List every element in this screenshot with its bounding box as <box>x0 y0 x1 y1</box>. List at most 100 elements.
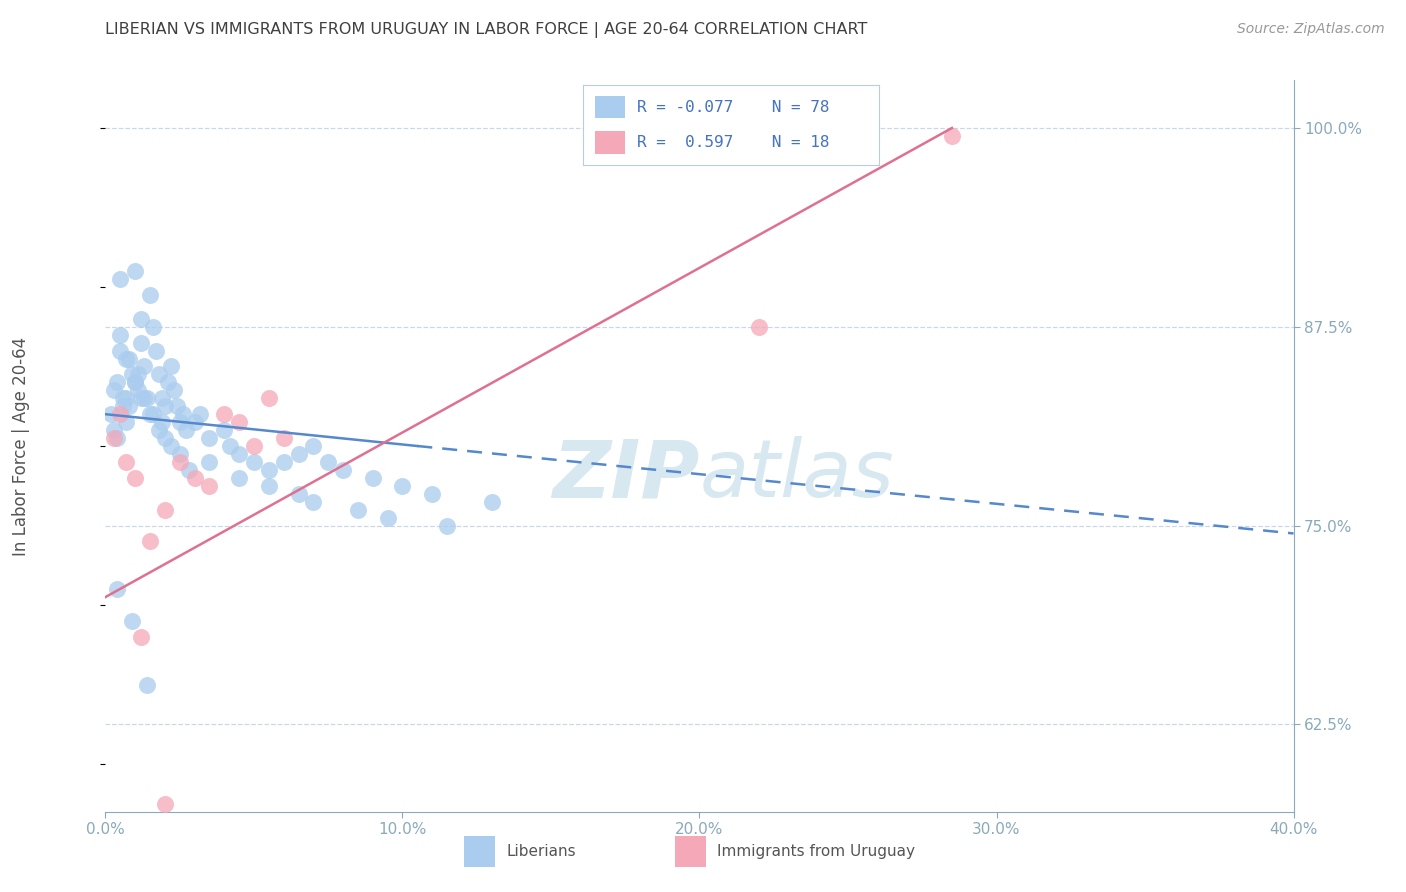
Point <box>169 455 191 469</box>
Point <box>377 510 399 524</box>
Text: R =  0.597    N = 18: R = 0.597 N = 18 <box>637 135 830 150</box>
Point <box>103 384 125 398</box>
Point <box>190 407 212 421</box>
Point <box>139 407 162 421</box>
Point <box>136 677 159 691</box>
Point <box>150 415 173 429</box>
Point <box>129 630 152 644</box>
Point <box>124 376 146 390</box>
Point <box>100 407 122 421</box>
Point <box>127 368 149 382</box>
Text: Source: ZipAtlas.com: Source: ZipAtlas.com <box>1237 22 1385 37</box>
Point <box>148 368 170 382</box>
Point <box>183 415 205 429</box>
Point <box>105 431 128 445</box>
Point <box>273 431 295 445</box>
Point <box>129 335 152 350</box>
Point <box>198 431 221 445</box>
Point <box>110 343 132 358</box>
Point <box>172 407 194 421</box>
Point <box>941 128 963 143</box>
Point <box>129 311 152 326</box>
Point <box>166 399 188 413</box>
Text: atlas: atlas <box>700 436 894 515</box>
Point <box>103 423 125 437</box>
Point <box>153 431 176 445</box>
Point <box>118 399 141 413</box>
Point <box>169 415 191 429</box>
Point <box>436 518 458 533</box>
Point <box>420 486 443 500</box>
Point <box>150 392 173 406</box>
Point <box>391 479 413 493</box>
Point <box>159 359 181 374</box>
Point <box>153 797 176 811</box>
Point <box>124 264 146 278</box>
Point <box>228 447 250 461</box>
Point <box>115 392 138 406</box>
Point <box>243 439 266 453</box>
Point <box>198 455 221 469</box>
Point <box>121 368 143 382</box>
Point <box>183 471 205 485</box>
Bar <box>595 96 624 119</box>
Point <box>287 486 309 500</box>
Text: Immigrants from Uruguay: Immigrants from Uruguay <box>717 844 915 859</box>
Point <box>112 392 135 406</box>
Point <box>110 407 132 421</box>
Point <box>316 455 339 469</box>
Point <box>127 384 149 398</box>
Point <box>174 423 197 437</box>
Point <box>103 431 125 445</box>
Point <box>273 455 295 469</box>
Point <box>110 327 132 342</box>
Point <box>115 455 138 469</box>
Point <box>481 494 503 508</box>
Point <box>302 439 325 453</box>
Bar <box>595 131 624 153</box>
Point <box>105 582 128 596</box>
Point <box>148 423 170 437</box>
Point <box>214 407 236 421</box>
Point <box>748 319 770 334</box>
Point <box>132 392 155 406</box>
Point <box>115 415 138 429</box>
Point <box>136 392 159 406</box>
Point <box>214 423 236 437</box>
Point <box>132 359 155 374</box>
Point <box>163 384 186 398</box>
Point <box>118 351 141 366</box>
Point <box>153 502 176 516</box>
Point <box>121 614 143 628</box>
Point <box>347 502 370 516</box>
Point <box>145 343 167 358</box>
Point <box>139 534 162 549</box>
Point <box>228 415 250 429</box>
Point <box>257 392 280 406</box>
Point <box>198 479 221 493</box>
Point <box>112 399 135 413</box>
Point <box>142 319 165 334</box>
Point <box>153 399 176 413</box>
Point <box>228 471 250 485</box>
Point <box>142 407 165 421</box>
Point <box>287 447 309 461</box>
Point <box>115 351 138 366</box>
Point <box>332 463 354 477</box>
Point <box>124 471 146 485</box>
Point <box>219 439 242 453</box>
Point <box>124 376 146 390</box>
Point <box>257 479 280 493</box>
Point <box>257 463 280 477</box>
Text: Liberians: Liberians <box>506 844 576 859</box>
Text: R = -0.077    N = 78: R = -0.077 N = 78 <box>637 100 830 115</box>
Point <box>177 463 200 477</box>
Point <box>129 392 152 406</box>
Point <box>361 471 384 485</box>
Point <box>159 439 181 453</box>
Point <box>156 376 179 390</box>
Point <box>169 447 191 461</box>
Text: LIBERIAN VS IMMIGRANTS FROM URUGUAY IN LABOR FORCE | AGE 20-64 CORRELATION CHART: LIBERIAN VS IMMIGRANTS FROM URUGUAY IN L… <box>105 22 868 38</box>
Point <box>302 494 325 508</box>
Text: ZIP: ZIP <box>553 436 700 515</box>
